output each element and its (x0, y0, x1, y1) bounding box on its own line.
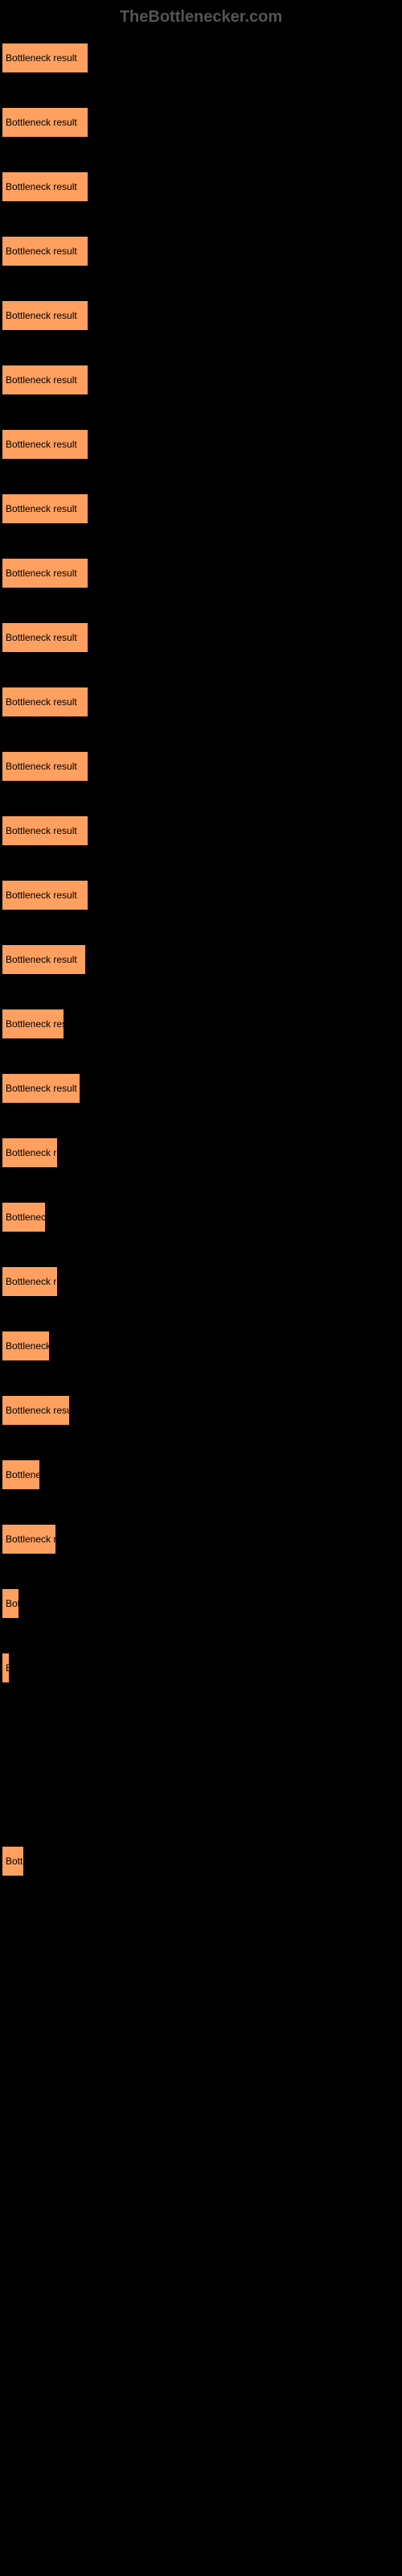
chart-bar: Bottleneck result (2, 1588, 19, 1619)
bar-label: Bottleneck result (6, 310, 77, 321)
bar-chart: Bottleneck result Bottleneck result Bottle… (0, 43, 402, 2538)
bar-row: Bottleneck result (2, 107, 402, 155)
bar-row: Bottleneck result (2, 880, 402, 928)
chart-bar: Bottleneck result (2, 1524, 56, 1554)
chart-bar: Bottleneck result (2, 493, 88, 524)
bar-row (2, 2425, 402, 2474)
chart-bar: Bottleneck result (2, 171, 88, 202)
bar-row: Bottleneck result (2, 1653, 402, 1701)
bar-row (2, 2039, 402, 2087)
chart-bar: Bottleneck result (2, 751, 88, 782)
bar-label: Bottleneck result (6, 1598, 19, 1609)
chart-bar: Bottleneck result (2, 1459, 40, 1490)
bar-label: Bottleneck result (6, 890, 77, 901)
bar-label: Bottleneck result (6, 1662, 10, 1674)
chart-bar: Bottleneck result (2, 1266, 58, 1297)
chart-bar: Bottleneck result (2, 944, 86, 975)
chart-bar: Bottleneck result (2, 43, 88, 73)
chart-bar: Bottleneck result (2, 365, 88, 395)
bar-row: Bottleneck result (2, 1202, 402, 1250)
bar-label: Bottleneck result (6, 761, 77, 772)
bar-row (2, 2361, 402, 2409)
bar-label: Bottleneck result (6, 632, 77, 643)
bar-row: Bottleneck result (2, 558, 402, 606)
chart-bar: Bottleneck result (2, 107, 88, 138)
bar-row (2, 2297, 402, 2345)
bar-row: Bottleneck result (2, 1524, 402, 1572)
bar-row (2, 2103, 402, 2152)
bar-row: Bottleneck result (2, 944, 402, 993)
bar-label: Bottleneck result (6, 439, 77, 450)
bar-row: Bottleneck result (2, 365, 402, 413)
bar-label: Bottleneck result (6, 1534, 56, 1545)
chart-bar: Bottleneck result (2, 687, 88, 717)
bar-label: Bottleneck result (6, 954, 77, 965)
bar-row: Bottleneck result (2, 43, 402, 91)
site-header: TheBottlenecker.com (0, 8, 402, 27)
bar-row: Bottleneck result (2, 1009, 402, 1057)
bar-row: Bottleneck result (2, 687, 402, 735)
chart-bar: Bottleneck result (2, 1653, 10, 1683)
bar-row (2, 1910, 402, 1959)
bar-label: Bottleneck result (6, 1276, 58, 1287)
chart-bar: Bottleneck result (2, 815, 88, 846)
chart-bar: Bottleneck result (2, 1331, 50, 1361)
bar-row: Bottleneck result (2, 1073, 402, 1121)
bar-label: Bottleneck result (6, 52, 77, 64)
bar-row: Bottleneck result (2, 1266, 402, 1315)
bar-row: Bottleneck result (2, 622, 402, 671)
bar-label: Bottleneck result (6, 1405, 70, 1416)
chart-bar: Bottleneck result (2, 622, 88, 653)
bar-row (2, 1781, 402, 1830)
bar-label: Bottleneck result (6, 1856, 24, 1867)
chart-bar: Bottleneck result (2, 1137, 58, 1168)
chart-bar: Bottleneck result (2, 558, 88, 588)
chart-bar: Bottleneck result (2, 1846, 24, 1876)
bar-row (2, 2232, 402, 2281)
bar-label: Bottleneck result (6, 1469, 40, 1480)
chart-bar: Bottleneck result (2, 880, 88, 910)
bar-row: Bottleneck result (2, 1395, 402, 1443)
bar-row: Bottleneck result (2, 751, 402, 799)
bar-label: Bottleneck result (6, 117, 77, 128)
bar-row (2, 1717, 402, 1765)
bar-label: Bottleneck result (6, 1212, 46, 1223)
chart-bar: Bottleneck result (2, 1073, 80, 1104)
bar-row: Bottleneck result (2, 493, 402, 542)
bar-row: Bottleneck result (2, 171, 402, 220)
chart-bar: Bottleneck result (2, 1202, 46, 1232)
bar-label: Bottleneck result (6, 1083, 77, 1094)
chart-bar: Bottleneck result (2, 1009, 64, 1039)
bar-row: Bottleneck result (2, 236, 402, 284)
bar-row: Bottleneck result (2, 1459, 402, 1508)
bar-label: Bottleneck result (6, 374, 77, 386)
bar-row: Bottleneck result (2, 1588, 402, 1637)
bar-row: Bottleneck result (2, 1331, 402, 1379)
bar-label: Bottleneck result (6, 1018, 64, 1030)
bar-label: Bottleneck result (6, 1340, 50, 1352)
bar-label: Bottleneck result (6, 181, 77, 192)
bar-row (2, 2168, 402, 2216)
chart-bar: Bottleneck result (2, 429, 88, 460)
bar-row (2, 2490, 402, 2538)
bar-label: Bottleneck result (6, 568, 77, 579)
bar-row: Bottleneck result (2, 300, 402, 349)
bar-label: Bottleneck result (6, 696, 77, 708)
bar-label: Bottleneck result (6, 246, 77, 257)
chart-bar: Bottleneck result (2, 236, 88, 266)
chart-bar: Bottleneck result (2, 1395, 70, 1426)
bar-row: Bottleneck result (2, 1137, 402, 1186)
bar-row: Bottleneck result (2, 1846, 402, 1894)
bar-label: Bottleneck result (6, 1147, 58, 1158)
bar-row: Bottleneck result (2, 429, 402, 477)
bar-row (2, 1975, 402, 2023)
bar-label: Bottleneck result (6, 825, 77, 836)
bar-row: Bottleneck result (2, 815, 402, 864)
chart-bar: Bottleneck result (2, 300, 88, 331)
bar-label: Bottleneck result (6, 503, 77, 514)
